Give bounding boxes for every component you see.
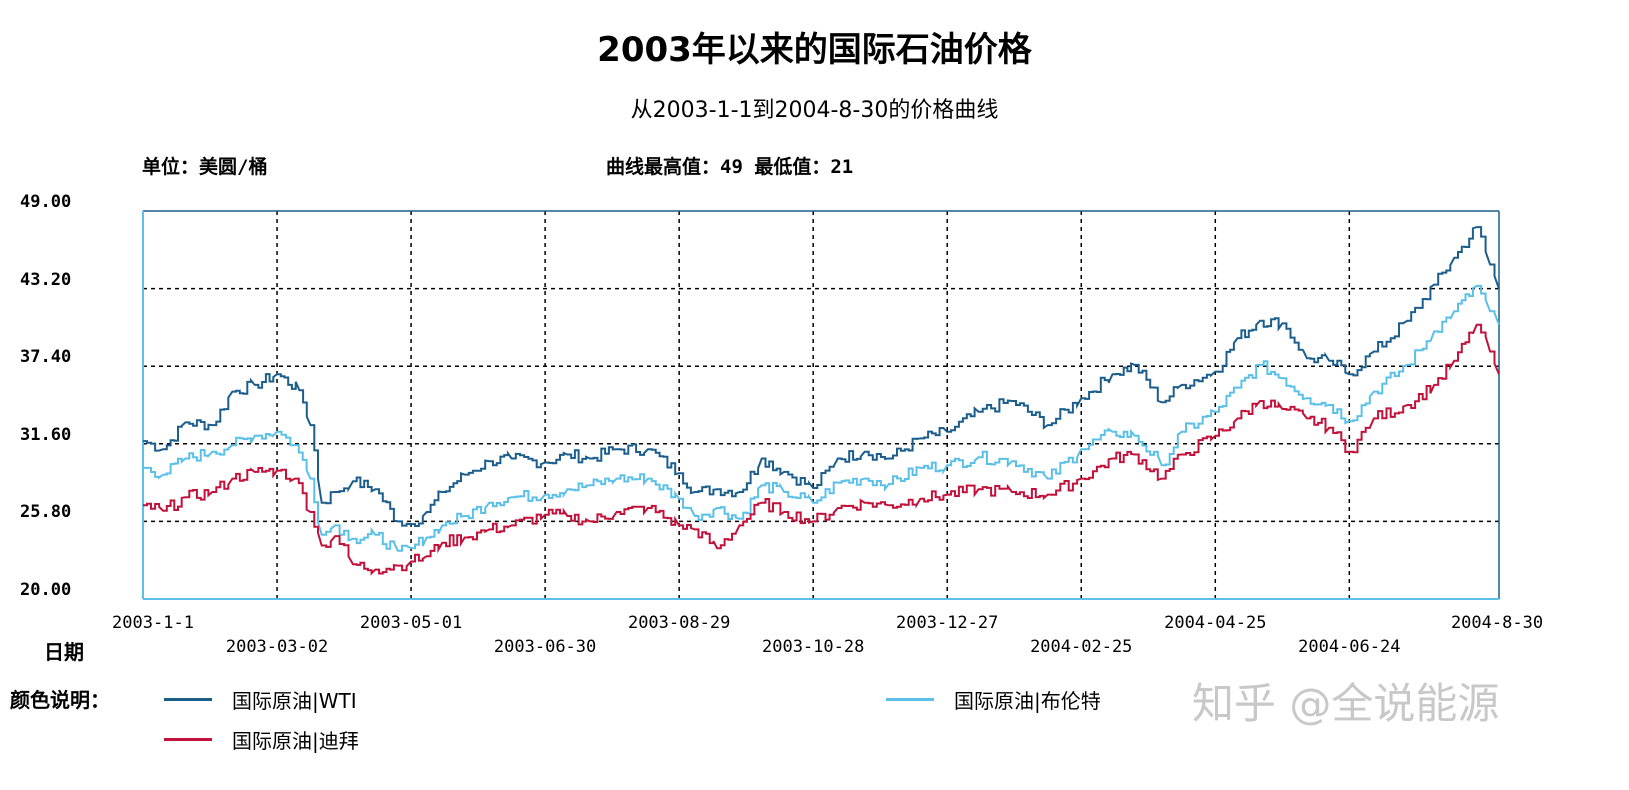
chart-title: 2003年以来的国际石油价格 — [597, 30, 1032, 70]
series-line-wti — [143, 226, 1500, 527]
x-tick-label: 2003-03-02 — [225, 637, 329, 657]
legend-swatch-wti — [164, 698, 212, 701]
x-tick-label: 2003-1-1 — [112, 613, 194, 633]
legend-item-dubai: 国际原油|迪拜 — [164, 725, 359, 754]
legend-item-brent: 国际原油|布伦特 — [886, 685, 1101, 714]
legend-title: 颜色说明： — [10, 688, 110, 712]
x-tick-label: 2004-8-30 — [1450, 613, 1544, 633]
x-tick-label: 2004-04-25 — [1164, 613, 1267, 633]
chart-subtitle: 从2003-1-1到2004-8-30的价格曲线 — [630, 98, 999, 123]
x-tick-label: 2003-05-01 — [359, 613, 463, 633]
watermark: 知乎 @全说能源 — [1192, 679, 1500, 728]
x-tick-label: 2003-10-28 — [761, 637, 865, 657]
legend-swatch-dubai — [164, 738, 212, 741]
unit-label: 单位：美圆/桶 — [142, 156, 268, 178]
y-tick-label: 25.80 — [20, 502, 72, 523]
x-tick-label: 2003-06-30 — [493, 637, 597, 657]
legend-swatch-brent — [886, 698, 934, 701]
legend-label-dubai: 国际原油|迪拜 — [232, 729, 359, 753]
series-line-dubai — [143, 323, 1500, 576]
legend-label-brent: 国际原油|布伦特 — [954, 689, 1101, 713]
x-tick-label: 2004-02-25 — [1030, 637, 1133, 657]
y-tick-label: 49.00 — [20, 192, 72, 212]
y-tick-label: 20.00 — [20, 580, 72, 600]
x-tick-label: 2004-06-24 — [1298, 637, 1401, 657]
extreme-values-label: 曲线最高值：49 最低值：21 — [606, 156, 854, 178]
x-tick-label: 2003-12-27 — [896, 613, 999, 633]
legend-label-wti: 国际原油|WTI — [232, 689, 357, 713]
series-line-brent — [143, 284, 1500, 552]
x-axis-label: 日期 — [44, 640, 84, 664]
legend-item-wti: 国际原油|WTI — [164, 685, 357, 714]
y-tick-label: 31.60 — [20, 424, 72, 445]
x-tick-label: 2003-08-29 — [627, 613, 731, 633]
y-tick-label: 37.40 — [20, 347, 72, 368]
y-tick-label: 43.20 — [20, 269, 72, 290]
